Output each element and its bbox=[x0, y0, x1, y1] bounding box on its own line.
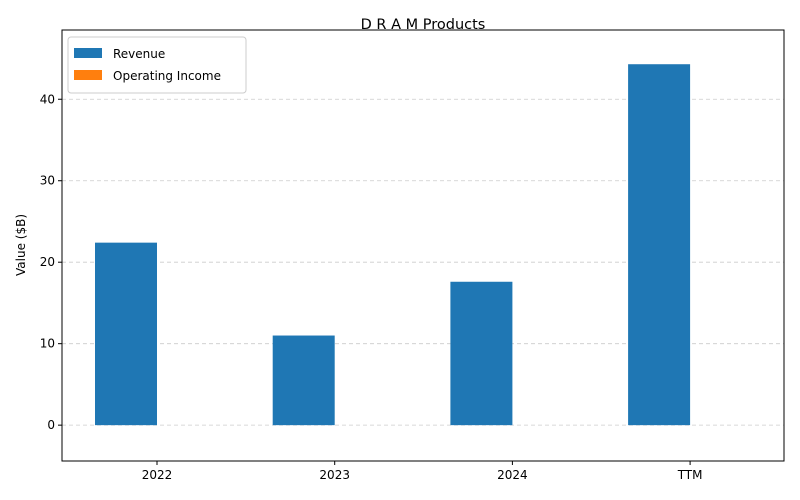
bars bbox=[95, 64, 691, 426]
x-axis: 2022 2023 2024 TTM bbox=[142, 461, 703, 482]
x-tick-label: 2023 bbox=[319, 468, 350, 482]
bar-revenue-2022 bbox=[95, 242, 157, 426]
y-tick-label: 10 bbox=[40, 337, 55, 351]
legend-swatch-operating-income bbox=[74, 70, 102, 80]
x-tick-label: 2024 bbox=[497, 468, 528, 482]
x-tick-label: TTM bbox=[677, 468, 703, 482]
y-tick-label: 40 bbox=[40, 92, 55, 106]
y-tick-label: 30 bbox=[40, 174, 55, 188]
legend-label-revenue: Revenue bbox=[113, 47, 165, 61]
gridlines bbox=[62, 98, 784, 426]
y-axis: 0 10 20 30 40 bbox=[40, 92, 62, 432]
bar-revenue-2023 bbox=[272, 335, 335, 426]
y-tick-label: 0 bbox=[47, 418, 55, 432]
legend-box bbox=[67, 36, 247, 94]
legend-swatch-revenue bbox=[74, 48, 102, 58]
y-tick-label: 20 bbox=[40, 255, 55, 269]
plot-frame bbox=[61, 29, 785, 462]
x-tick-label: 2022 bbox=[142, 468, 173, 482]
y-axis-label: Value ($B) bbox=[14, 214, 28, 276]
legend: Revenue Operating Income bbox=[67, 36, 247, 94]
chart-title: D R A M Products bbox=[361, 17, 486, 33]
bar-revenue-2024 bbox=[450, 281, 513, 426]
bar-revenue-ttm bbox=[628, 64, 691, 426]
legend-label-operating-income: Operating Income bbox=[113, 69, 221, 83]
